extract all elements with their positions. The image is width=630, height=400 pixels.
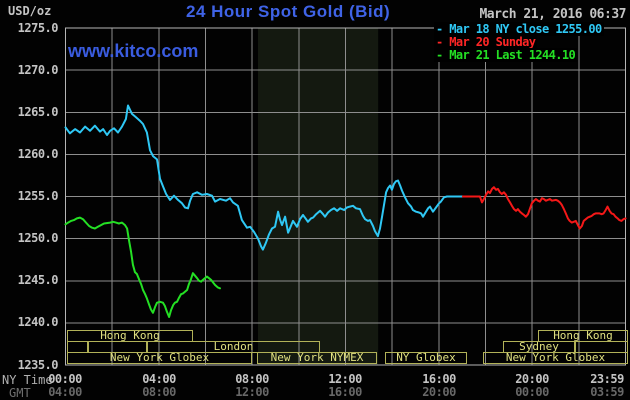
x-tick-gmt-0359: 03:59 bbox=[590, 385, 624, 399]
legend-row-mar18: - Mar 18 NY close 1255.00 bbox=[434, 22, 604, 36]
x-tick-ny-0000: 00:00 bbox=[48, 372, 82, 386]
session-box-ny-globex-2: NY Globex bbox=[385, 352, 467, 364]
legend-label: Mar 18 NY close 1255.00 bbox=[449, 22, 602, 36]
legend-line-marker-green: - bbox=[436, 48, 443, 62]
x-tick-gmt-0800: 08:00 bbox=[142, 385, 176, 399]
ny-time-axis-label: NY Time bbox=[2, 373, 53, 387]
x-tick-ny-1200: 12:00 bbox=[328, 372, 362, 386]
x-tick-ny-0400: 04:00 bbox=[142, 372, 176, 386]
y-tick-1270: 1270.0 bbox=[17, 63, 59, 77]
x-tick-gmt-2000: 20:00 bbox=[422, 385, 456, 399]
y-tick-1235: 1235.0 bbox=[17, 358, 59, 372]
x-tick-ny-0800: 08:00 bbox=[235, 372, 269, 386]
y-tick-1265: 1265.0 bbox=[17, 105, 59, 119]
x-tick-gmt-0400: 04:00 bbox=[48, 385, 82, 399]
y-axis-unit-label: USD/oz bbox=[8, 4, 52, 18]
legend-line-marker-cyan: - bbox=[436, 22, 443, 36]
session-box-ny-globex-1: New York Globex bbox=[67, 352, 252, 364]
x-tick-gmt-0000: 00:00 bbox=[515, 385, 549, 399]
kitco-watermark-link[interactable]: www.kitco.com bbox=[68, 41, 199, 61]
x-tick-gmt-1200: 12:00 bbox=[235, 385, 269, 399]
x-tick-ny-1600: 16:00 bbox=[422, 372, 456, 386]
legend-line-marker-red: - bbox=[436, 35, 443, 49]
y-tick-1260: 1260.0 bbox=[17, 147, 59, 161]
legend-label: Mar 20 Sunday bbox=[449, 35, 536, 49]
session-box-ny-globex-3: New York Globex bbox=[483, 352, 628, 364]
chart-title: 24 Hour Spot Gold (Bid) bbox=[186, 2, 391, 21]
y-tick-1240: 1240.0 bbox=[17, 315, 59, 329]
y-tick-1250: 1250.0 bbox=[17, 231, 59, 245]
chart-datetime: March 21, 2016 06:37 bbox=[479, 7, 626, 22]
y-tick-1255: 1255.0 bbox=[17, 189, 59, 203]
legend-row-mar21: - Mar 21 Last 1244.10 bbox=[434, 48, 578, 62]
x-tick-ny-2000: 20:00 bbox=[515, 372, 549, 386]
session-box-ny-nymex: New York NYMEX bbox=[257, 352, 377, 364]
y-tick-1245: 1245.0 bbox=[17, 273, 59, 287]
legend-row-mar20: - Mar 20 Sunday bbox=[434, 35, 538, 49]
gmt-axis-label: GMT bbox=[9, 386, 31, 400]
legend-label: Mar 21 Last 1244.10 bbox=[449, 48, 576, 62]
x-tick-gmt-1600: 16:00 bbox=[328, 385, 362, 399]
x-tick-ny-2359: 23:59 bbox=[590, 372, 624, 386]
y-tick-1275: 1275.0 bbox=[17, 21, 59, 35]
